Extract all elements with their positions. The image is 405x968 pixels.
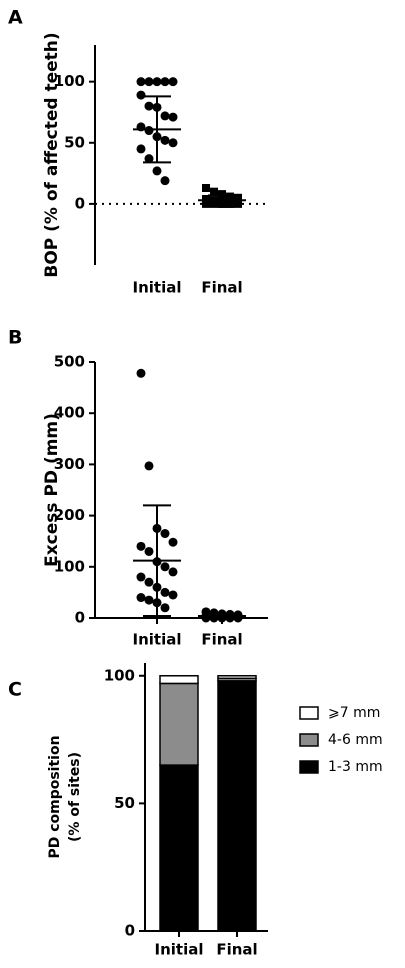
y-tick-label: 100	[104, 666, 135, 684]
x-tick-label: Final	[201, 279, 242, 297]
y-tick-label: 100	[54, 72, 85, 90]
data-point	[160, 77, 170, 87]
x-tick-label: Initial	[155, 941, 204, 959]
data-point	[152, 166, 162, 176]
panel-label: C	[8, 679, 22, 701]
panel-label: A	[8, 7, 23, 29]
data-point	[210, 199, 218, 208]
data-point	[168, 77, 178, 87]
x-tick-label: Initial	[133, 279, 182, 297]
x-tick-label: Final	[216, 941, 257, 959]
data-point	[160, 562, 170, 572]
y-axis-title: Excess PD (mm)	[42, 413, 62, 567]
data-point	[168, 138, 178, 148]
data-point	[218, 190, 226, 199]
data-point	[160, 603, 170, 613]
data-point	[160, 111, 170, 121]
y-tick-label: 500	[54, 353, 85, 371]
data-point	[210, 187, 218, 196]
data-point	[136, 368, 146, 378]
y-tick-label: 50	[114, 794, 135, 812]
data-point	[160, 176, 170, 186]
data-point	[136, 144, 146, 154]
legend-swatch	[299, 760, 319, 774]
data-point	[202, 199, 210, 208]
y-tick-label: 400	[54, 404, 85, 422]
legend-swatch	[299, 733, 319, 747]
legend-label: ⩾7 mm	[328, 705, 380, 721]
data-point	[152, 77, 162, 87]
data-point	[136, 572, 146, 582]
y-tick-label: 0	[75, 609, 85, 627]
y-axis-title: (% of sites)	[67, 752, 83, 842]
y-tick-label: 300	[54, 455, 85, 473]
bar-segment	[217, 675, 257, 680]
data-point	[136, 90, 146, 100]
bar-segment	[217, 680, 257, 932]
data-point	[144, 595, 154, 605]
y-tick-label: 100	[54, 557, 85, 575]
data-point	[136, 541, 146, 551]
y-axis-title: BOP (% of affected teeth)	[42, 32, 62, 277]
data-point	[136, 77, 146, 87]
legend-swatch	[299, 706, 319, 720]
data-point	[168, 537, 178, 547]
data-point	[144, 546, 154, 556]
data-point	[234, 199, 242, 208]
data-point	[144, 126, 154, 136]
data-point	[168, 590, 178, 600]
data-point	[168, 567, 178, 577]
x-tick-label: Final	[201, 631, 242, 649]
data-point	[226, 199, 234, 208]
y-tick-label: 200	[54, 506, 85, 524]
legend-label: 4-6 mm	[328, 732, 383, 748]
data-point	[144, 461, 154, 471]
data-point	[160, 587, 170, 597]
y-tick-label: 0	[125, 922, 135, 940]
data-point	[144, 154, 154, 164]
data-point	[160, 529, 170, 539]
bar-segment	[159, 764, 199, 932]
panel-label: B	[8, 327, 22, 349]
data-point	[144, 77, 154, 87]
bar-segment	[159, 682, 199, 766]
y-tick-label: 0	[75, 194, 85, 212]
x-tick-label: Initial	[133, 631, 182, 649]
data-point	[202, 184, 210, 192]
data-point	[160, 135, 170, 145]
y-axis-title: PD composition	[47, 735, 63, 858]
data-point	[136, 593, 146, 603]
data-point	[144, 101, 154, 111]
data-point	[168, 112, 178, 122]
y-tick-label: 50	[64, 133, 85, 151]
data-point	[144, 577, 154, 587]
bar-segment	[159, 675, 199, 685]
legend-label: 1-3 mm	[328, 759, 383, 775]
data-point	[226, 192, 234, 201]
